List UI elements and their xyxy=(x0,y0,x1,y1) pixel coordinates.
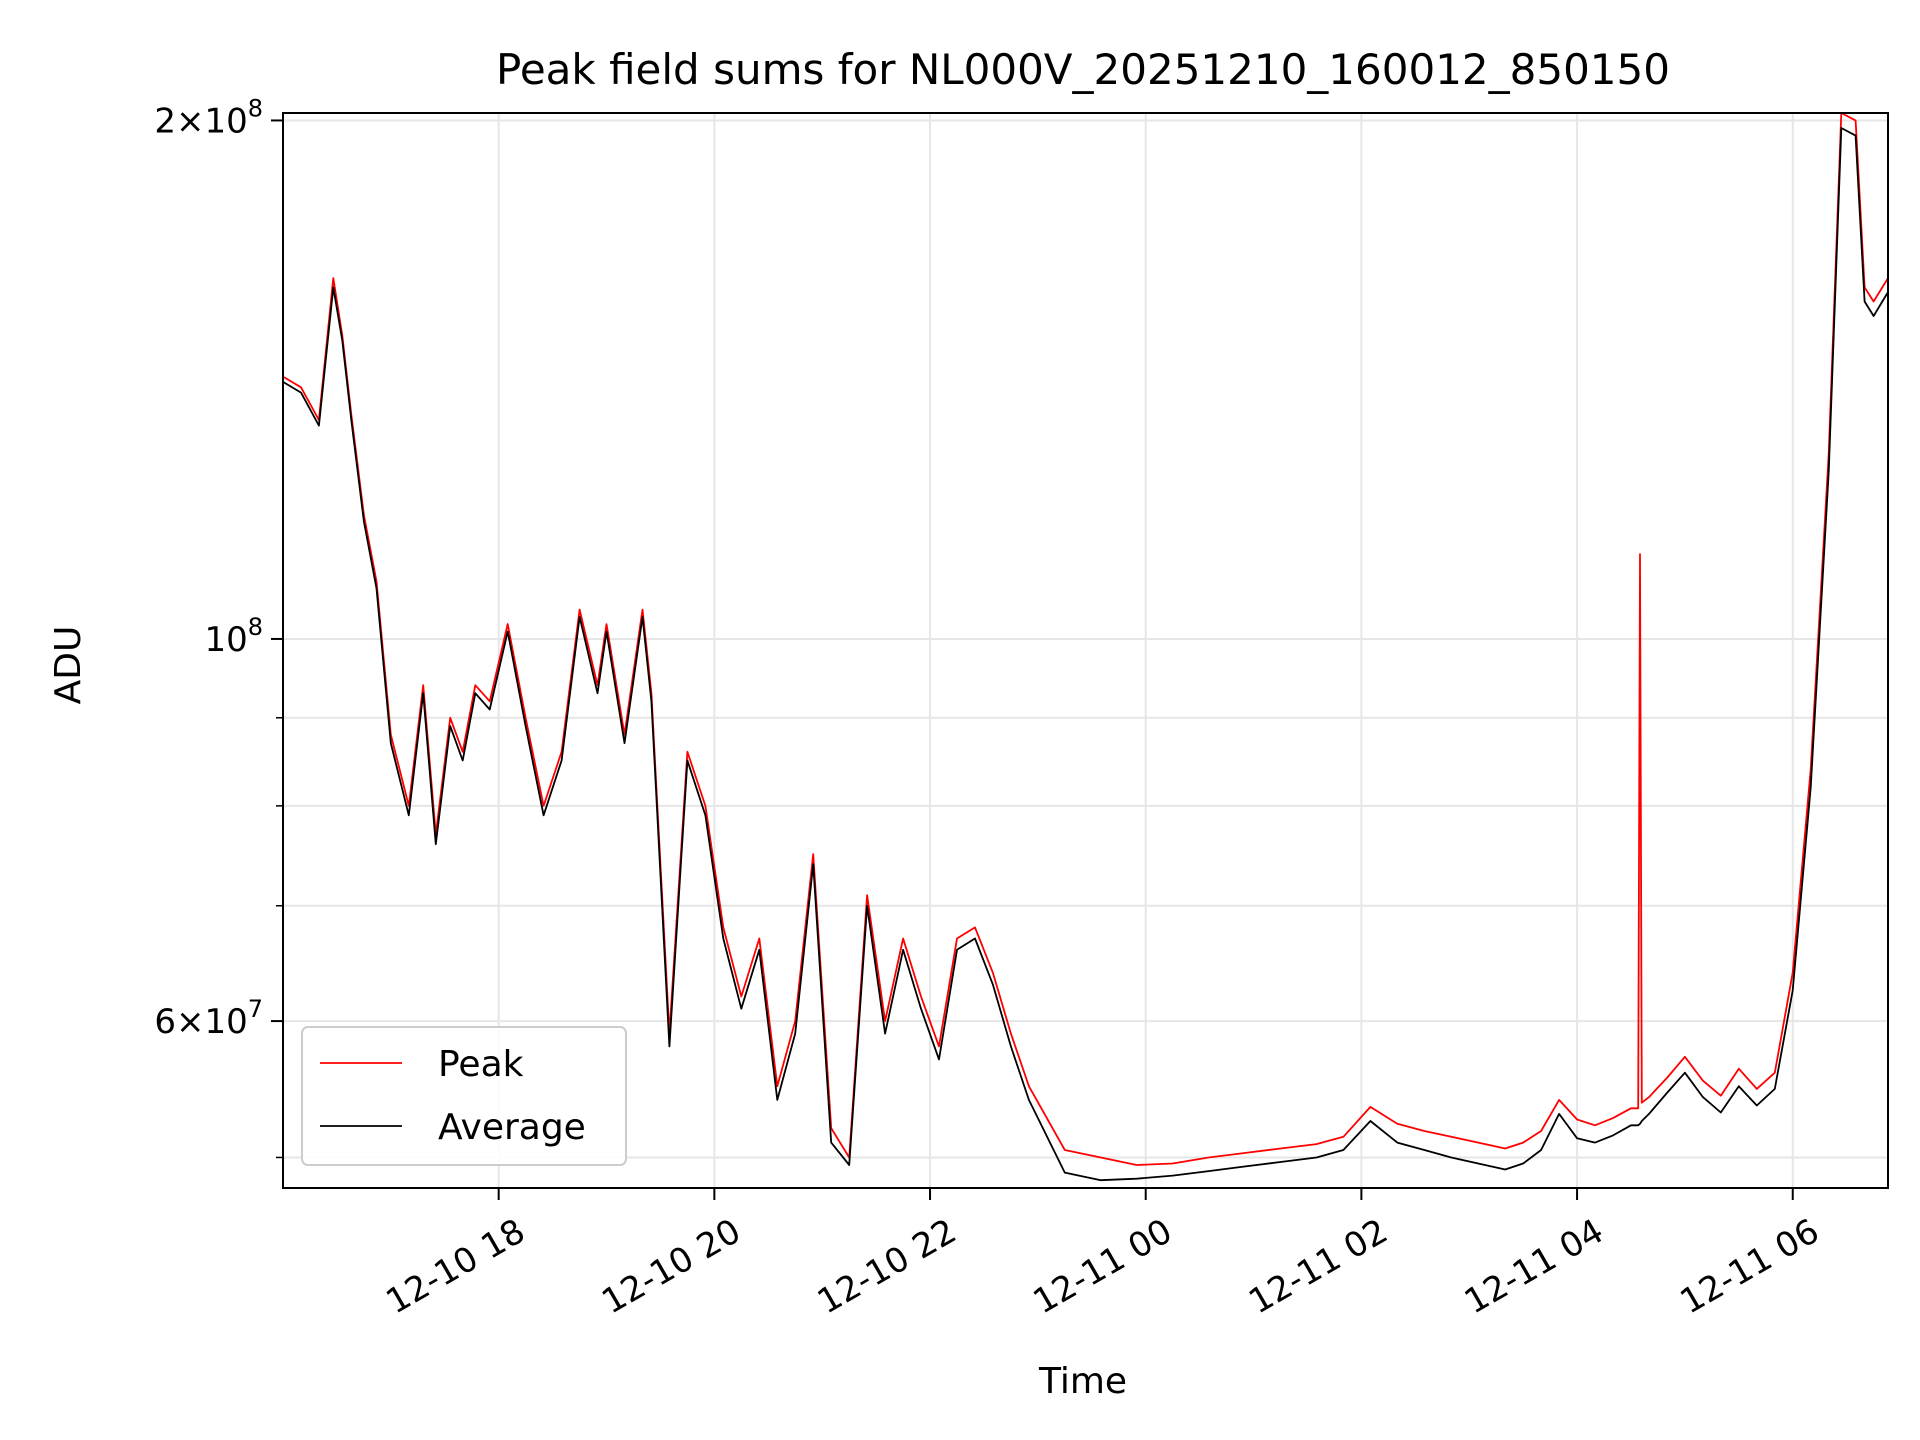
grid-lines xyxy=(283,113,1888,1188)
y-tick-mantissa: 2×10 xyxy=(154,101,247,141)
y-tick-mantissa: 10 xyxy=(204,620,247,660)
y-tick-label: 6×107 xyxy=(154,995,263,1042)
series-line-peak xyxy=(282,112,1889,1166)
legend-label-average: Average xyxy=(438,1107,586,1148)
chart-title: Peak field sums for NL000V_20251210_1600… xyxy=(496,45,1670,94)
plot-frame xyxy=(282,112,1889,1189)
x-axis-label: Time xyxy=(1038,1361,1127,1402)
y-tick-mantissa: 6×10 xyxy=(154,1002,247,1042)
y-tick-label: 2×108 xyxy=(154,94,263,141)
series-layer xyxy=(282,112,1889,1182)
y-axis-label: ADU xyxy=(48,626,89,705)
legend-label-peak: Peak xyxy=(438,1044,524,1085)
y-tick-exponent: 8 xyxy=(248,613,263,641)
legend-box xyxy=(301,1026,627,1166)
y-tick-exponent: 7 xyxy=(248,995,263,1023)
y-tick-label: 108 xyxy=(204,613,263,660)
legend: Peak Average xyxy=(301,1026,627,1166)
y-tick-exponent: 8 xyxy=(248,94,263,122)
series-line-average xyxy=(282,127,1889,1182)
